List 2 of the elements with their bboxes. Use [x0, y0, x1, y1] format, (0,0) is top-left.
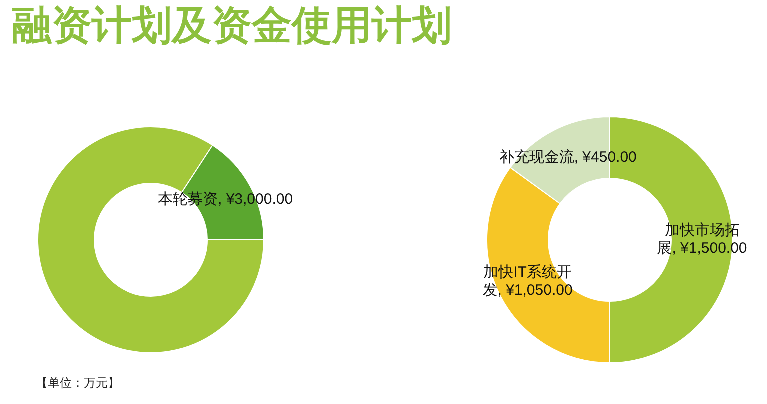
text: 【单位：万元】 [36, 375, 120, 391]
chart-title: 融资计划及资金使用计划 [12, 3, 452, 49]
